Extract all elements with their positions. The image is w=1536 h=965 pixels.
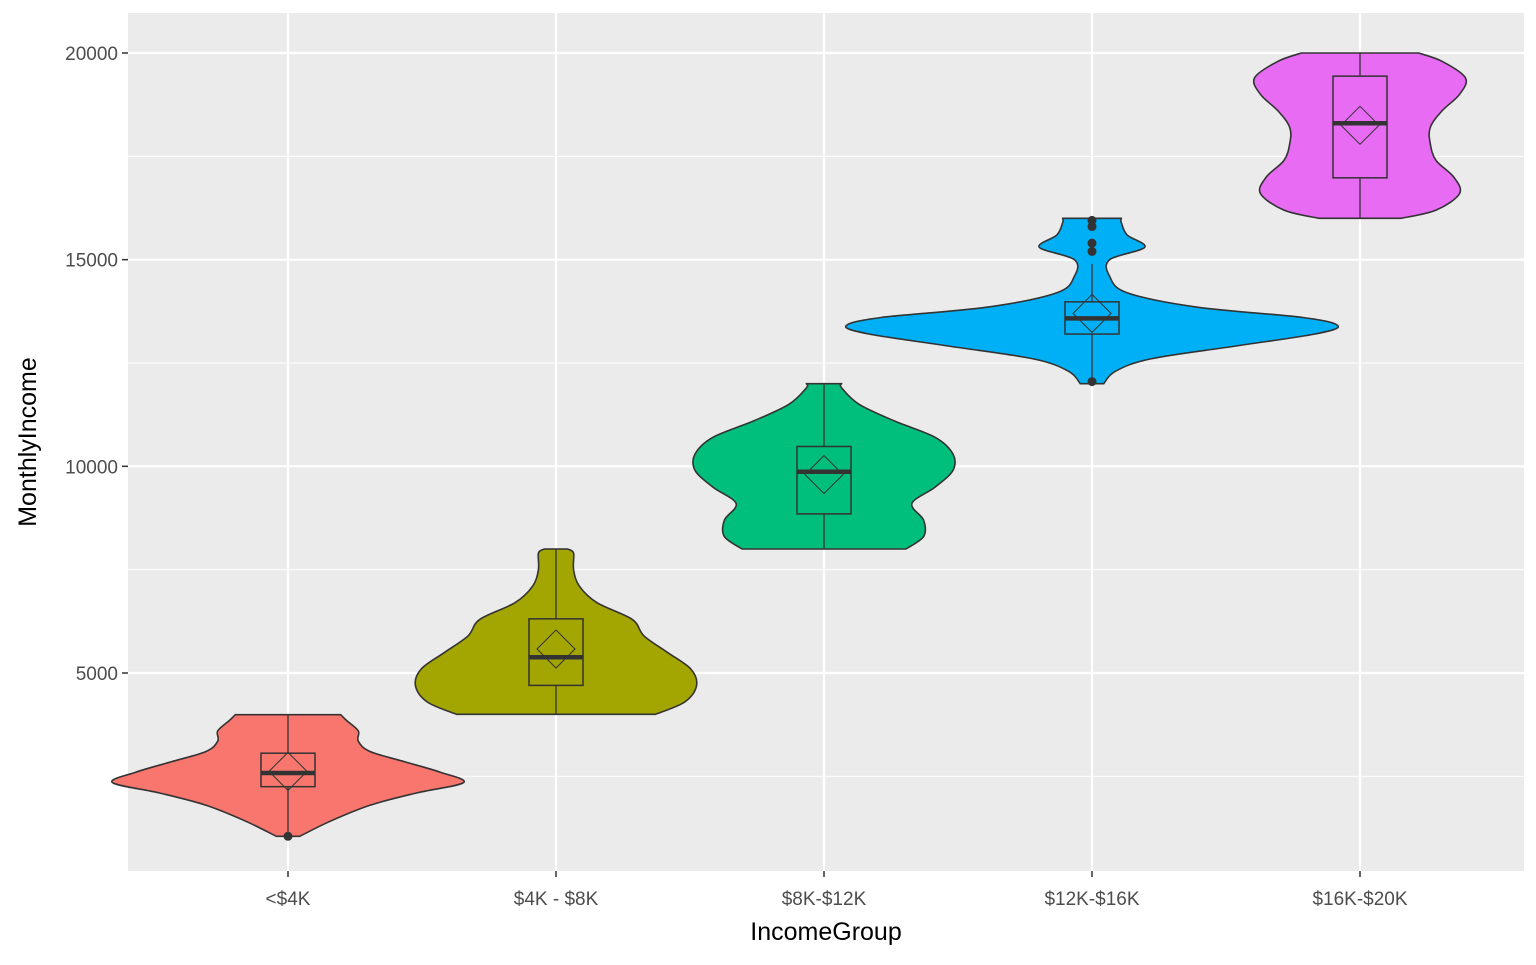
y-tick-label: 20000 [65, 44, 118, 65]
mean-diamond [1072, 293, 1112, 334]
outlier-point [1087, 246, 1097, 256]
mean-diamond [804, 454, 844, 495]
violin-2 [692, 382, 956, 550]
box [528, 618, 584, 687]
x-axis-title: IncomeGroup [750, 918, 901, 946]
outlier-point [1087, 222, 1097, 232]
y-tick-label: 5000 [76, 664, 118, 685]
x-tick-label: <$4K [266, 889, 311, 910]
outlier-point [1087, 377, 1097, 387]
outlier-point [1087, 215, 1097, 225]
y-tick-label: 10000 [65, 457, 118, 478]
mean-diamond [536, 629, 576, 669]
x-tick-label: $8K-$12K [782, 889, 867, 910]
mean-diamond [1340, 105, 1380, 146]
x-tick-label: $4K - $8K [514, 889, 599, 910]
y-axis-title: MonthlyIncome [14, 357, 42, 527]
box [1332, 75, 1388, 179]
violin-4 [1252, 52, 1468, 220]
box [796, 445, 852, 515]
outlier-point [283, 831, 293, 841]
x-tick-label: $12K-$16K [1044, 889, 1139, 910]
violin-0 [110, 713, 466, 838]
outlier-point [1087, 238, 1097, 248]
y-tick-label: 15000 [65, 251, 118, 272]
x-tick-label: $16K-$20K [1312, 889, 1407, 910]
box [260, 752, 316, 788]
violin-layer [110, 52, 1468, 841]
mean-diamond [268, 751, 308, 792]
violin-1 [414, 548, 698, 716]
axis-layer: 5000 10000 15000 20000 <$4K $4K - $8K $8K-$12K… [65, 44, 1408, 910]
